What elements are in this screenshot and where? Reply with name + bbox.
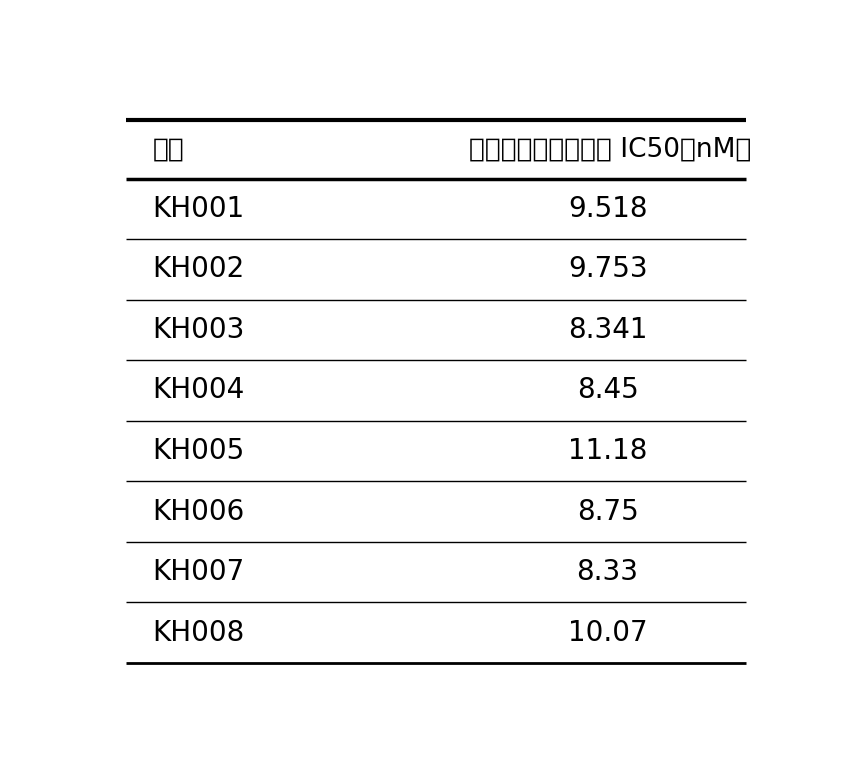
Text: 9.753: 9.753 [568, 255, 648, 283]
Text: KH002: KH002 [152, 255, 245, 283]
Text: 8.33: 8.33 [577, 558, 638, 586]
Text: KH004: KH004 [152, 377, 245, 405]
Text: 8.45: 8.45 [577, 377, 638, 405]
Text: 抑制补体旁路的活性 IC50（nM）: 抑制补体旁路的活性 IC50（nM） [469, 136, 751, 162]
Text: 10.07: 10.07 [568, 619, 648, 647]
Text: KH006: KH006 [152, 497, 245, 525]
Text: 8.341: 8.341 [568, 316, 648, 344]
Text: 8.75: 8.75 [577, 497, 638, 525]
Text: KH008: KH008 [152, 619, 245, 647]
Text: KH001: KH001 [152, 195, 245, 223]
Text: 样品: 样品 [152, 136, 185, 162]
Text: 11.18: 11.18 [568, 437, 648, 465]
Text: KH007: KH007 [152, 558, 245, 586]
Text: KH005: KH005 [152, 437, 245, 465]
Text: KH003: KH003 [152, 316, 245, 344]
Text: 9.518: 9.518 [568, 195, 648, 223]
